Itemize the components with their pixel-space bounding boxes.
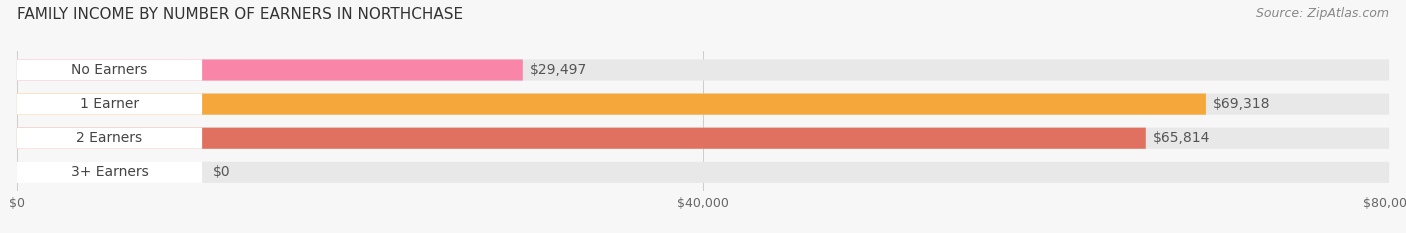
FancyBboxPatch shape (17, 93, 1206, 115)
Text: $65,814: $65,814 (1153, 131, 1211, 145)
Text: 1 Earner: 1 Earner (80, 97, 139, 111)
FancyBboxPatch shape (17, 162, 202, 183)
FancyBboxPatch shape (17, 93, 1389, 115)
Text: Source: ZipAtlas.com: Source: ZipAtlas.com (1256, 7, 1389, 20)
FancyBboxPatch shape (17, 162, 1389, 183)
FancyBboxPatch shape (17, 59, 1389, 81)
Text: 3+ Earners: 3+ Earners (70, 165, 149, 179)
FancyBboxPatch shape (17, 93, 202, 115)
FancyBboxPatch shape (17, 59, 523, 81)
Text: 2 Earners: 2 Earners (76, 131, 142, 145)
Text: FAMILY INCOME BY NUMBER OF EARNERS IN NORTHCHASE: FAMILY INCOME BY NUMBER OF EARNERS IN NO… (17, 7, 463, 22)
Text: $0: $0 (214, 165, 231, 179)
FancyBboxPatch shape (17, 128, 1146, 149)
FancyBboxPatch shape (17, 128, 202, 149)
Text: $69,318: $69,318 (1213, 97, 1270, 111)
FancyBboxPatch shape (17, 128, 1389, 149)
FancyBboxPatch shape (17, 59, 202, 81)
Text: No Earners: No Earners (72, 63, 148, 77)
Text: $29,497: $29,497 (530, 63, 586, 77)
